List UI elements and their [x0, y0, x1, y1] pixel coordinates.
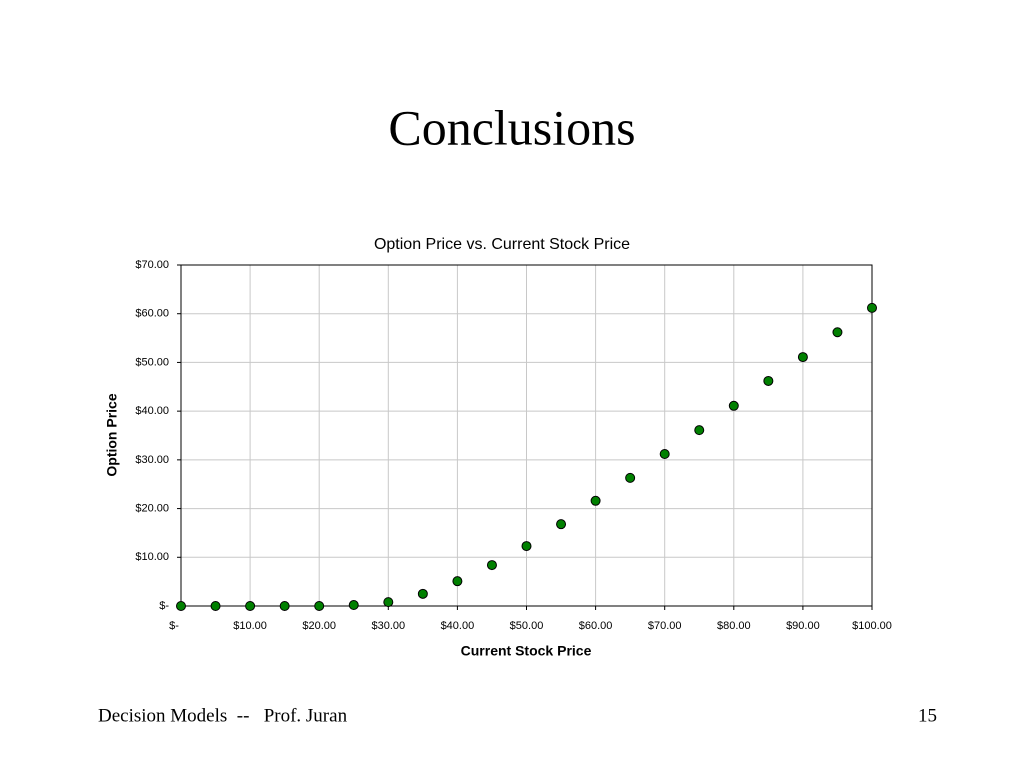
y-tick-label: $70.00: [135, 259, 169, 271]
x-tick-label: $100.00: [852, 620, 892, 632]
data-point: [659, 449, 670, 460]
x-tick-label: $50.00: [510, 620, 544, 632]
x-tick-label: $-: [169, 620, 179, 632]
data-point: [279, 601, 290, 611]
chart-title: Option Price vs. Current Stock Price: [374, 236, 630, 253]
data-point: [556, 519, 567, 530]
x-tick-label: $10.00: [233, 620, 267, 632]
data-point: [521, 541, 532, 552]
y-tick-label: $10.00: [135, 551, 169, 563]
page-number: 15: [918, 705, 937, 726]
x-axis-label: Current Stock Price: [461, 643, 592, 659]
y-tick-label: $50.00: [135, 356, 169, 368]
x-tick-label: $90.00: [786, 620, 820, 632]
x-tick-label: $20.00: [302, 620, 336, 632]
data-point: [348, 600, 359, 611]
x-tick-label: $80.00: [717, 620, 751, 632]
data-point: [210, 601, 221, 611]
data-point: [452, 576, 463, 587]
data-point: [417, 588, 428, 599]
y-tick-label: $20.00: [135, 502, 169, 514]
data-point: [694, 425, 705, 436]
data-point: [383, 597, 394, 608]
y-axis-label: Option Price: [104, 393, 120, 476]
data-point: [176, 601, 186, 611]
data-point: [314, 601, 325, 611]
data-point: [728, 400, 739, 411]
y-tick-label: $-: [159, 600, 169, 612]
slide-title: Conclusions: [388, 99, 635, 155]
y-tick-label: $40.00: [135, 405, 169, 417]
data-point: [625, 472, 636, 483]
data-point: [763, 375, 774, 386]
footer: Decision Models -- Prof. Juran: [98, 705, 348, 726]
x-tick-label: $40.00: [441, 620, 475, 632]
data-point: [867, 302, 877, 313]
data-point: [245, 601, 256, 611]
data-point: [590, 495, 601, 506]
x-tick-label: $70.00: [648, 620, 682, 632]
plot-border: [180, 264, 873, 607]
data-point: [832, 327, 843, 338]
data-point: [486, 560, 497, 571]
x-tick-label: $60.00: [579, 620, 613, 632]
x-tick-label: $30.00: [371, 620, 405, 632]
data-point: [797, 352, 808, 363]
y-tick-label: $60.00: [135, 308, 169, 320]
y-tick-label: $30.00: [135, 454, 169, 466]
